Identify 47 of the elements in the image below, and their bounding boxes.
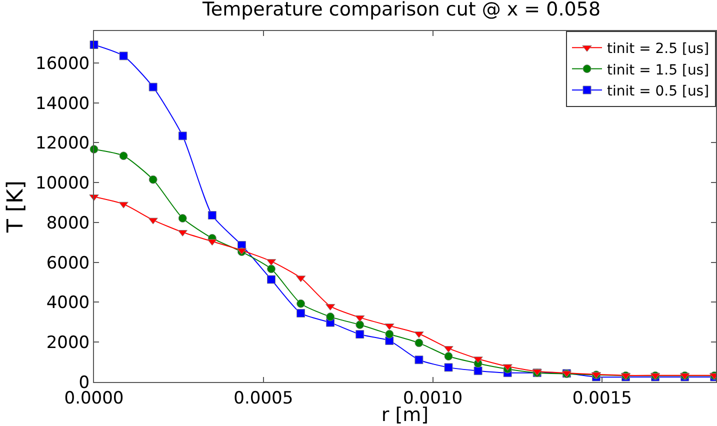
point [444, 352, 453, 361]
x-tick-label: 0.0000 [64, 388, 124, 408]
point [148, 175, 158, 184]
point [296, 299, 306, 308]
chart-title: Temperature comparison cut @ x = 0.058 [202, 0, 601, 20]
point [267, 275, 276, 284]
point [384, 324, 394, 330]
y-tick-label: 14000 [36, 94, 90, 114]
point [326, 312, 335, 322]
y-tick-label: 4000 [46, 293, 90, 314]
y-tick-label: 10000 [36, 174, 90, 194]
point [119, 152, 128, 160]
y-tick-label: 16000 [36, 54, 90, 74]
x-tick-label: 0.0005 [234, 388, 294, 408]
point [355, 315, 365, 322]
point [356, 330, 364, 339]
x-axis-title: r [m] [381, 404, 429, 426]
point [178, 132, 187, 140]
point [414, 331, 424, 338]
point [90, 40, 98, 50]
point [208, 211, 216, 220]
point [502, 364, 512, 371]
point [148, 218, 158, 224]
point [119, 52, 128, 60]
point [178, 230, 188, 236]
point [444, 346, 454, 353]
point [178, 214, 187, 223]
point [356, 320, 364, 330]
point [414, 356, 424, 364]
legend-label: tinit = 0.5 [us] [607, 83, 710, 100]
y-tick-label: 6000 [46, 253, 90, 274]
point [385, 330, 394, 338]
y-tick-label: 2000 [46, 333, 90, 354]
y-axis-title: T [K] [3, 180, 28, 234]
point [148, 82, 158, 92]
point [474, 366, 482, 376]
y-tick-label: 12000 [36, 134, 90, 154]
legend-label: tinit = 1.5 [us] [607, 62, 710, 78]
point [414, 338, 424, 348]
x-tick-label: 0.0015 [572, 388, 632, 408]
legend-label: tinit = 2.5 [us] [607, 41, 710, 58]
point [296, 308, 306, 318]
point [444, 363, 453, 372]
y-tick-label: 8000 [46, 213, 90, 234]
point [118, 202, 128, 208]
point [473, 356, 483, 364]
point [267, 264, 276, 274]
